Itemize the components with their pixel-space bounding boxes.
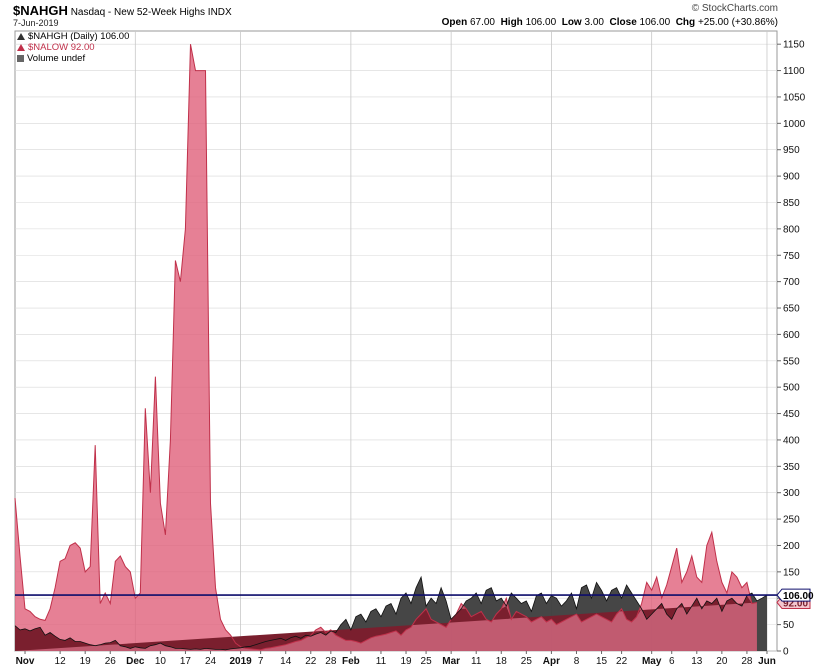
area-swatch-icon [17,44,25,51]
series-line-nahgh [14,575,768,651]
y-tick-label: 1000 [783,119,806,130]
y-tick-label: 750 [783,251,800,262]
y-tick-label: 850 [783,198,800,209]
high-label: High [500,17,523,28]
y-tick-label: 550 [783,356,800,367]
x-tick-label: 28 [741,656,753,667]
x-tick-label: Mar [442,656,460,667]
area-swatch-icon [17,33,25,40]
y-tick-label: 350 [783,462,800,473]
y-tick-label: 400 [783,435,800,446]
x-tick-label: Dec [126,656,145,667]
x-tick-label: Apr [543,656,560,667]
x-tick-label: Feb [342,656,360,667]
y-tick-label: 1100 [783,66,805,77]
plot-area [14,30,778,652]
legend-highs-label: $NAHGH (Daily) 106.00 [28,31,130,42]
x-tick-label: Jun [758,656,776,667]
x-tick-label: 2019 [229,656,252,667]
x-tick-label: 25 [521,656,533,667]
y-tick-label: 250 [783,515,800,526]
x-tick-label: 14 [280,656,292,667]
date-label: 7-Jun-2019 [13,18,59,28]
y-tick-label: 1050 [783,92,806,103]
low-value: 3.00 [584,17,604,28]
x-tick-label: 22 [616,656,628,667]
x-tick-label: 22 [305,656,317,667]
x-tick-label: 15 [596,656,608,667]
x-tick-label: May [642,656,662,667]
x-tick-label: 18 [496,656,508,667]
y-tick-label: 300 [783,488,800,499]
high-value: 106.00 [525,17,557,28]
volume-swatch-icon [17,55,24,62]
open-label: Open [441,17,468,28]
y-tick-label: 1150 [783,40,805,51]
x-tick-label: 20 [716,656,728,667]
y-tick-label: 900 [783,172,800,183]
exchange-label: INDX [207,7,232,18]
ohlc-summary: Open 67.00 High 106.00 Low 3.00 Close 10… [442,17,778,28]
x-tick-label: 12 [55,656,67,667]
chart-legend: $NAHGH (Daily) 106.00 $NALOW 92.00 Volum… [17,31,129,64]
symbol-label: $NAHGH [13,3,68,18]
y-tick-label: 650 [783,304,800,315]
x-tick-label: 6 [669,656,675,667]
price-marker-nahgh-box [776,588,811,602]
y-tick-label: 600 [783,330,800,341]
close-value: 106.00 [639,17,671,28]
x-tick-label: 17 [180,656,192,667]
legend-item-lows: $NALOW 92.00 [17,42,129,53]
legend-volume-label: Volume undef [27,53,86,64]
x-tick-label: 11 [376,656,387,667]
x-tick-label: 25 [421,656,433,667]
y-tick-label: 0 [783,647,789,658]
y-tick-label: 800 [783,224,800,235]
chg-label: Chg [675,17,696,28]
legend-lows-label: $NALOW 92.00 [28,42,95,53]
x-tick-label: 10 [155,656,167,667]
legend-item-highs: $NAHGH (Daily) 106.00 [17,31,129,42]
y-tick-label: 950 [783,145,800,156]
chg-value: +25.00 (+30.86%) [697,17,778,28]
brand-label: © StockCharts.com [691,3,778,14]
x-tick-label: 7 [258,656,264,667]
y-tick-label: 50 [783,620,795,631]
legend-item-volume: Volume undef [17,53,129,64]
x-tick-label: 26 [105,656,117,667]
series-area-nalow [15,44,757,651]
y-tick-label: 500 [783,383,800,394]
x-tick-label: 11 [471,656,482,667]
x-tick-label: 8 [574,656,580,667]
y-tick-label: 700 [783,277,800,288]
open-value: 67.00 [469,17,495,28]
chart-title: $NAHGH Nasdaq - New 52-Week Highs INDX [13,3,232,18]
price-marker-nahgh-label: 106.00 [783,591,814,602]
y-tick-label: 450 [783,409,800,420]
y-tick-label: 150 [783,567,800,578]
series-area-overlap [15,595,757,651]
x-tick-label: 13 [691,656,703,667]
low-label: Low [561,17,582,28]
close-label: Close [609,17,637,28]
y-tick-label: 200 [783,541,800,552]
x-tick-label: 19 [80,656,92,667]
x-tick-label: 19 [400,656,412,667]
price-marker-nalow-label: 92.00 [783,598,808,609]
x-tick-label: 24 [205,656,217,667]
x-tick-label: Nov [16,656,35,667]
x-tick-label: 28 [325,656,337,667]
symbol-description: Nasdaq - New 52-Week Highs [70,7,206,18]
